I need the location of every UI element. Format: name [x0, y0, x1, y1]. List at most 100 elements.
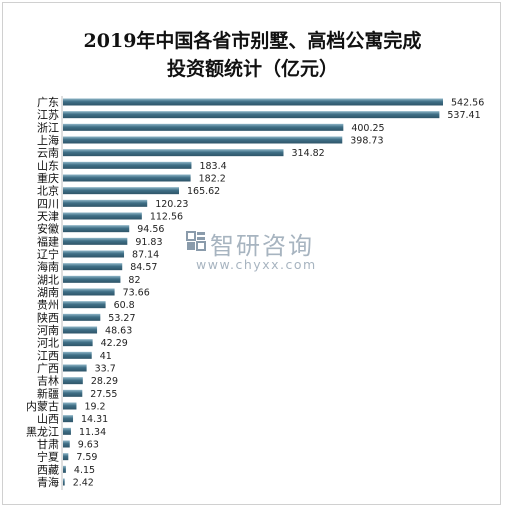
bar	[63, 402, 77, 410]
value-label: 91.83	[135, 237, 162, 248]
value-label: 400.25	[351, 123, 384, 134]
value-label: 53.27	[108, 313, 135, 324]
bar	[63, 212, 142, 220]
value-label: 165.62	[187, 186, 220, 197]
value-label: 84.57	[130, 262, 157, 273]
value-label: 28.29	[91, 376, 118, 387]
bar	[63, 111, 440, 119]
bar	[63, 237, 128, 245]
watermark: 智研咨询 www.chyxx.com	[186, 226, 336, 276]
value-label: 182.2	[199, 174, 226, 185]
bar	[63, 478, 65, 486]
value-label: 112.56	[150, 212, 183, 223]
value-label: 398.73	[350, 136, 383, 147]
category-label: 西藏	[37, 463, 59, 476]
bar	[63, 161, 192, 169]
value-label: 42.29	[101, 338, 128, 349]
value-label: 14.31	[81, 414, 108, 425]
category-label: 青海	[37, 475, 59, 489]
value-label: 48.63	[105, 326, 132, 337]
watermark-url: www.chyxx.com	[196, 257, 317, 272]
category-label: 辽宁	[37, 247, 59, 261]
bar	[63, 301, 106, 309]
category-label: 广东	[37, 96, 59, 109]
bar	[63, 389, 83, 397]
bar	[63, 465, 66, 473]
value-label: 33.7	[95, 364, 116, 375]
bar	[63, 364, 87, 372]
value-label: 314.82	[291, 148, 324, 159]
watermark-brand: 智研咨询	[210, 232, 314, 260]
category-label: 安徽	[37, 222, 59, 236]
value-label: 4.15	[74, 465, 95, 476]
bar	[63, 351, 92, 359]
value-label: 120.23	[155, 199, 188, 210]
value-label: 27.55	[90, 389, 117, 400]
category-label: 上海	[37, 133, 59, 147]
bar	[63, 263, 123, 271]
bar	[63, 187, 179, 195]
value-label: 2.42	[73, 478, 94, 489]
bar	[63, 288, 115, 296]
category-label: 内蒙古	[26, 399, 59, 413]
category-label: 河南	[37, 324, 59, 337]
value-label: 82	[128, 275, 140, 286]
bar	[63, 225, 130, 233]
bar	[63, 377, 83, 385]
category-label: 海南	[37, 260, 59, 274]
value-label: 542.56	[451, 98, 484, 109]
category-label: 北京	[37, 184, 59, 198]
category-label: 山西	[37, 413, 59, 426]
category-label: 山东	[37, 159, 59, 172]
bar	[63, 326, 98, 334]
bar	[63, 313, 101, 321]
value-label: 73.66	[123, 288, 150, 299]
bar	[63, 199, 148, 207]
category-label: 陕西	[37, 310, 59, 324]
category-label: 宁夏	[37, 450, 59, 464]
category-label: 湖北	[37, 273, 59, 286]
bar	[63, 415, 74, 423]
bar	[63, 136, 343, 144]
category-label: 江苏	[37, 109, 59, 122]
category-label: 云南	[37, 147, 59, 160]
value-label: 19.2	[84, 402, 105, 413]
category-label: 江西	[37, 349, 59, 362]
category-label: 天津	[37, 210, 59, 223]
category-label: 重庆	[37, 171, 59, 185]
bar	[63, 174, 191, 182]
category-label: 甘肃	[37, 438, 59, 451]
value-label: 183.4	[199, 161, 226, 172]
value-label: 87.14	[132, 250, 159, 261]
bar	[63, 453, 69, 461]
chart-title: 2019年中国各省市别墅、高档公寓完成 投资额统计（亿元）	[83, 30, 422, 80]
value-label: 41	[100, 351, 112, 362]
category-label: 广西	[37, 362, 59, 375]
brand-logo-icon	[186, 231, 206, 251]
value-label: 94.56	[137, 224, 164, 235]
category-label: 贵州	[37, 299, 59, 312]
category-label: 吉林	[37, 374, 59, 388]
bar	[63, 250, 125, 258]
bar	[63, 275, 121, 283]
bar	[63, 98, 443, 106]
category-label: 河北	[37, 337, 59, 350]
bar	[63, 123, 344, 131]
category-label: 浙江	[37, 121, 59, 134]
category-label: 黑龙江	[26, 425, 59, 438]
bar	[63, 149, 284, 157]
category-label: 新疆	[37, 386, 59, 400]
category-label: 福建	[37, 234, 59, 248]
value-label: 7.59	[76, 452, 97, 463]
bar	[63, 440, 70, 448]
value-label: 11.34	[79, 427, 106, 438]
value-label: 537.41	[447, 110, 480, 121]
value-label: 9.63	[78, 440, 99, 451]
bar	[63, 427, 71, 435]
category-label: 四川	[37, 197, 59, 210]
bar	[63, 339, 93, 347]
bars-layer: 广东 542.56 江苏 537.41 浙江 400.25 上海 398.73 云南 314.82…	[26, 96, 484, 489]
category-label: 湖南	[37, 286, 59, 299]
value-label: 60.8	[114, 300, 135, 311]
